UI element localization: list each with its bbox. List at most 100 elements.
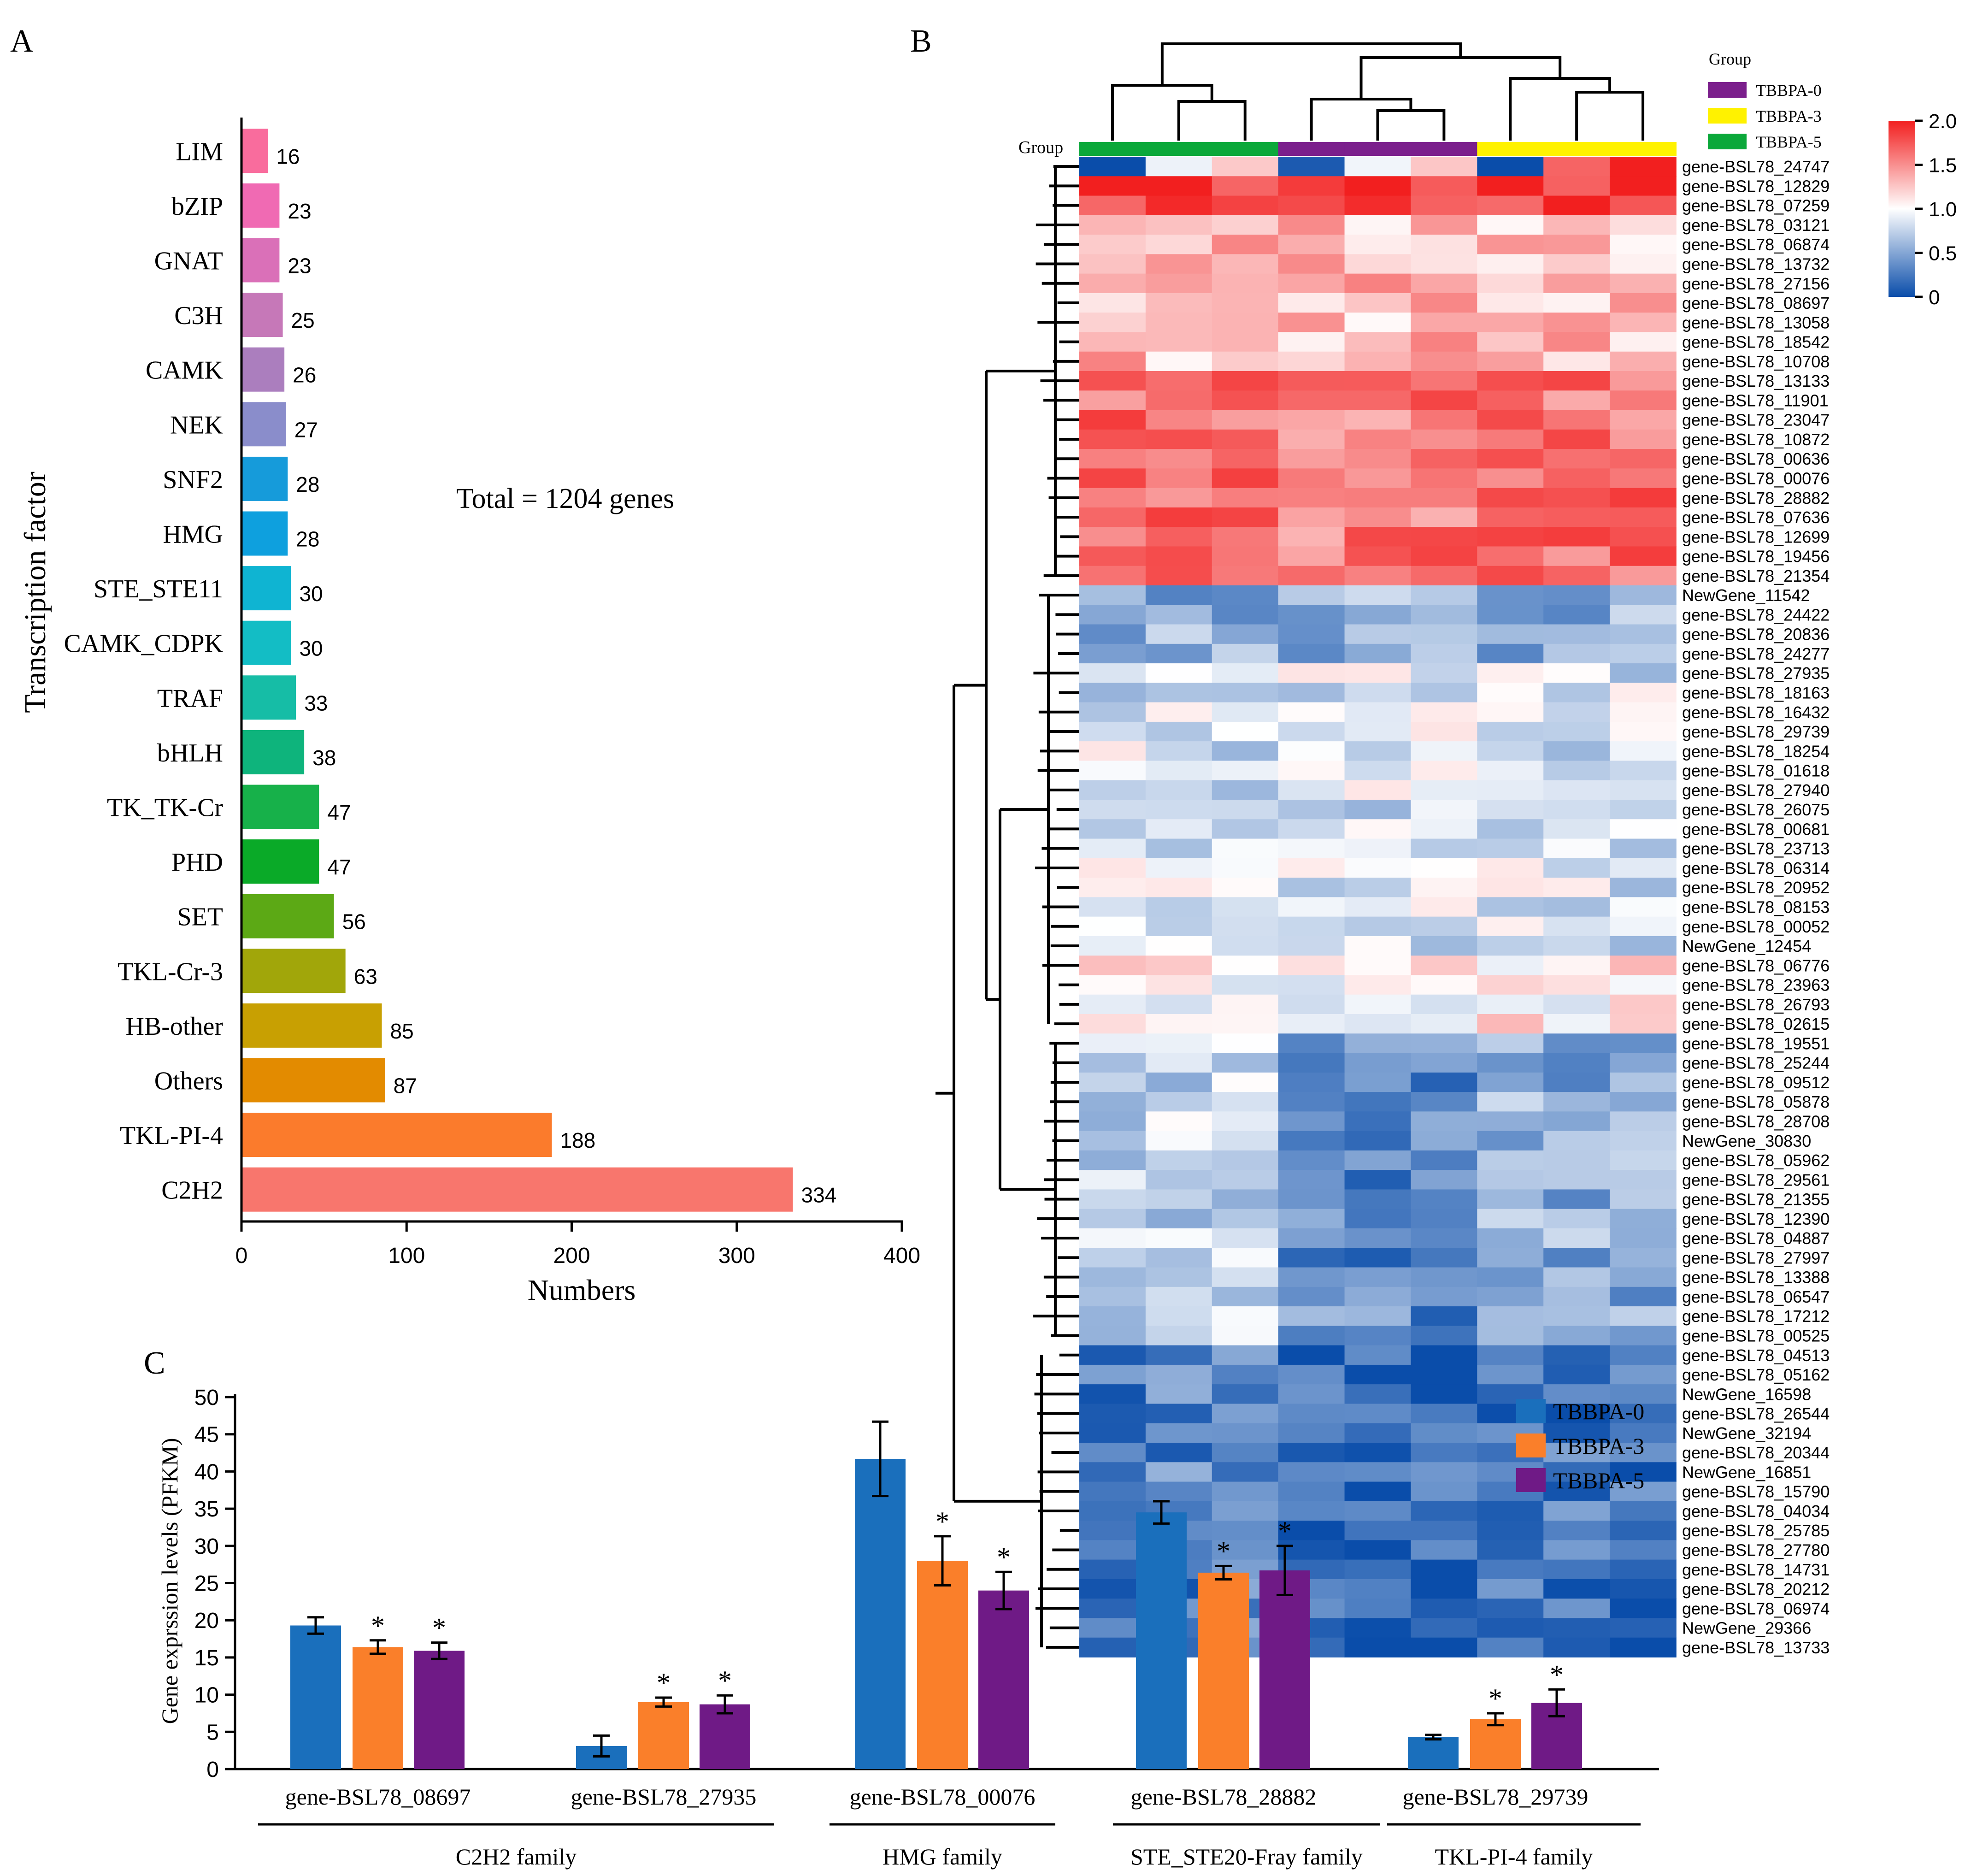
heat-cell bbox=[1411, 858, 1478, 878]
heat-cell bbox=[1610, 1131, 1677, 1151]
heat-cell bbox=[1344, 1286, 1412, 1307]
heat-cell bbox=[1145, 1033, 1212, 1054]
row-label: gene-BSL78_08153 bbox=[1682, 898, 1830, 917]
category-label-CAMK: CAMK bbox=[146, 356, 223, 385]
heat-cell bbox=[1212, 293, 1279, 313]
heat-cell bbox=[1411, 1014, 1478, 1034]
row-label: gene-BSL78_24422 bbox=[1682, 605, 1830, 624]
row-label: NewGene_16598 bbox=[1682, 1385, 1811, 1404]
heat-cell bbox=[1610, 780, 1677, 800]
heat-cell bbox=[1610, 878, 1677, 898]
heat-cell bbox=[1543, 643, 1610, 664]
heat-cell bbox=[1145, 235, 1212, 255]
heat-cell bbox=[1079, 1053, 1146, 1073]
heat-cell bbox=[1477, 235, 1544, 255]
heat-cell bbox=[1477, 800, 1544, 820]
dendro-link bbox=[1000, 808, 1028, 1191]
error-bar bbox=[717, 1694, 733, 1715]
colorbar-tick-label: 0 bbox=[1929, 286, 1940, 309]
heat-cell bbox=[1344, 994, 1412, 1015]
heat-cell bbox=[1079, 624, 1146, 644]
row-label: gene-BSL78_00052 bbox=[1682, 917, 1830, 936]
heat-cell bbox=[1145, 1481, 1212, 1502]
significance-mark: * bbox=[935, 1506, 949, 1537]
heat-cell bbox=[1278, 916, 1345, 937]
row-label: gene-BSL78_18254 bbox=[1682, 742, 1830, 761]
heat-cell bbox=[1477, 157, 1544, 177]
dendro-link bbox=[953, 684, 1014, 1503]
heat-cell bbox=[1344, 741, 1412, 761]
heat-cell bbox=[1543, 313, 1610, 333]
heat-cell bbox=[1411, 683, 1478, 703]
bar-TBBPA-0-gene-BSL78_29739 bbox=[1408, 1737, 1459, 1769]
bar-TBBPA-3-gene-BSL78_27935 bbox=[638, 1702, 689, 1769]
heat-cell bbox=[1344, 449, 1412, 469]
heat-cell bbox=[1477, 858, 1544, 878]
bar-TK_TK-Cr bbox=[241, 785, 319, 829]
heat-cell bbox=[1344, 780, 1412, 800]
row-label: gene-BSL78_26075 bbox=[1682, 800, 1830, 819]
heat-cell bbox=[1477, 624, 1544, 644]
heat-cell bbox=[1212, 994, 1279, 1015]
heat-cell bbox=[1411, 838, 1478, 859]
heat-cell bbox=[1477, 975, 1544, 995]
legend-label-TBBPA-5: TBBPA-5 bbox=[1553, 1468, 1644, 1493]
y-tick-label-25: 25 bbox=[194, 1572, 219, 1596]
heat-cell bbox=[1278, 643, 1345, 664]
heat-cell bbox=[1212, 721, 1279, 742]
heat-cell bbox=[1344, 1306, 1412, 1327]
heat-cell bbox=[1145, 1014, 1212, 1034]
legend-label-TBBPA-0: TBBPA-0 bbox=[1756, 81, 1822, 100]
heat-cell bbox=[1610, 293, 1677, 313]
heat-cell bbox=[1543, 449, 1610, 469]
family-label: HMG family bbox=[883, 1844, 1002, 1870]
row-label: gene-BSL78_13388 bbox=[1682, 1268, 1830, 1287]
bar-TBBPA-5-gene-BSL78_27935 bbox=[700, 1704, 750, 1769]
heat-cell bbox=[1543, 994, 1610, 1015]
heat-cell bbox=[1411, 1248, 1478, 1268]
heat-cell bbox=[1145, 468, 1212, 489]
heat-cell bbox=[1411, 819, 1478, 839]
heat-cell bbox=[1610, 351, 1677, 372]
bar-C3H bbox=[241, 293, 283, 337]
heat-cell bbox=[1278, 1248, 1345, 1268]
heat-cell bbox=[1610, 663, 1677, 684]
heat-cell bbox=[1212, 585, 1279, 606]
heat-cell bbox=[1145, 273, 1212, 294]
heat-cell bbox=[1344, 975, 1412, 995]
panel-c-y-ticks: 0 5 10 15 20 25 30 35 40 45 50 bbox=[194, 1386, 235, 1782]
heat-cell bbox=[1278, 956, 1345, 976]
heat-cell bbox=[1344, 1443, 1412, 1463]
heat-cell bbox=[1543, 1286, 1610, 1307]
dendro-link bbox=[1509, 77, 1612, 141]
heat-cell bbox=[1610, 1462, 1677, 1482]
heat-cell bbox=[1079, 858, 1146, 878]
heat-cell bbox=[1145, 527, 1212, 547]
heat-cell bbox=[1411, 488, 1478, 508]
heat-cell bbox=[1079, 371, 1146, 391]
heat-cell bbox=[1212, 1364, 1279, 1385]
dendro-link bbox=[1376, 109, 1446, 141]
heat-cell bbox=[1079, 1404, 1146, 1424]
heat-cell bbox=[1477, 546, 1544, 566]
heat-cell bbox=[1079, 702, 1146, 722]
heat-cell bbox=[1543, 741, 1610, 761]
heat-cell bbox=[1079, 1033, 1146, 1054]
legend-label-TBBPA-0: TBBPA-0 bbox=[1553, 1398, 1644, 1424]
heat-cell bbox=[1477, 332, 1544, 352]
heat-cell bbox=[1344, 761, 1412, 781]
row-label: gene-BSL78_06776 bbox=[1682, 956, 1830, 975]
row-label: NewGene_11542 bbox=[1682, 586, 1810, 605]
heat-cell bbox=[1212, 702, 1279, 722]
legend-label-TBBPA-5: TBBPA-5 bbox=[1756, 133, 1822, 151]
heat-cell bbox=[1344, 1579, 1412, 1599]
heat-cell bbox=[1212, 195, 1279, 216]
heat-cell bbox=[1477, 1248, 1544, 1268]
heat-cell bbox=[1543, 800, 1610, 820]
heat-cell bbox=[1344, 1481, 1412, 1502]
heat-cell bbox=[1411, 916, 1478, 937]
heat-cell bbox=[1079, 1189, 1146, 1209]
heat-cell bbox=[1212, 1033, 1279, 1054]
heat-cell bbox=[1278, 1111, 1345, 1132]
heat-cell bbox=[1079, 878, 1146, 898]
